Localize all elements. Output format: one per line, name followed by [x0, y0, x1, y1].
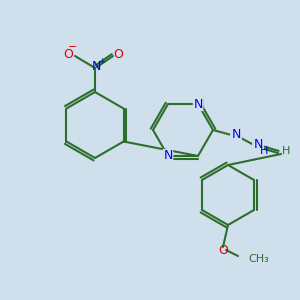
Text: H: H — [282, 146, 290, 156]
Text: −: − — [68, 42, 78, 52]
Text: CH₃: CH₃ — [248, 254, 269, 264]
Text: H: H — [260, 146, 268, 156]
Text: N: N — [163, 149, 173, 163]
Text: +: + — [99, 56, 105, 65]
Text: O: O — [63, 47, 73, 61]
Text: N: N — [253, 137, 263, 151]
Text: N: N — [91, 59, 101, 73]
Text: N: N — [194, 95, 204, 109]
Text: N: N — [162, 152, 172, 164]
Text: O: O — [218, 244, 228, 256]
Text: N: N — [231, 128, 241, 142]
Text: O: O — [113, 47, 123, 61]
Text: N: N — [193, 98, 203, 110]
